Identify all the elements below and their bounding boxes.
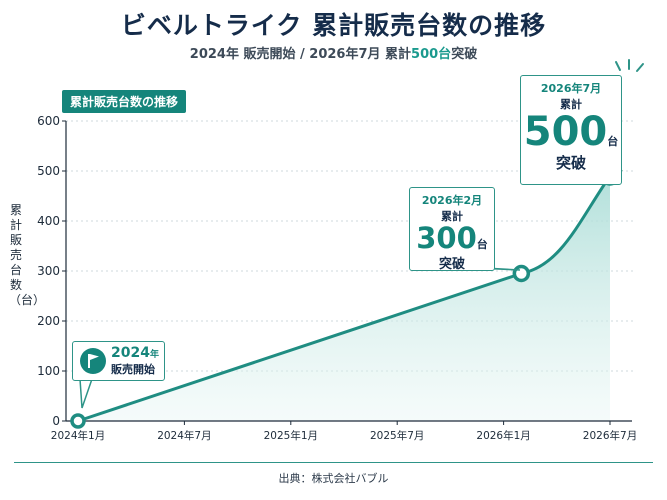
callout-mid-unit: 台	[476, 238, 488, 251]
x-tick-label: 2026年7月	[583, 429, 637, 442]
source-note: 出典：株式会社バブル	[278, 472, 389, 485]
callout-mid-label: 累計	[441, 210, 463, 223]
x-tick-label: 2025年7月	[370, 429, 424, 442]
subtitle-highlight: 500台	[411, 47, 452, 62]
callout-end-unit: 台	[607, 135, 619, 148]
callout-mid-date: 2026年2月	[421, 194, 483, 207]
callout-start-year: 2024	[111, 345, 150, 361]
callout-sales-start: 2024年 販売開始	[72, 341, 165, 381]
page-subtitle: 2024年 販売開始 / 2026年7月 累計500台突破	[0, 43, 667, 62]
y-tick-label: 0	[52, 414, 60, 428]
y-tick-label: 100	[37, 364, 60, 378]
callout-start-text: 販売開始	[111, 363, 155, 376]
y-tick-label: 400	[37, 214, 60, 228]
flag-icon	[80, 348, 106, 374]
area-fill	[78, 176, 610, 421]
y-tick-label: 500	[37, 164, 60, 178]
x-tick-label: 2026年1月	[476, 429, 530, 442]
x-tick-label: 2024年7月	[157, 429, 211, 442]
callout-mid-suffix: 突破	[438, 257, 465, 272]
callout-500-milestone: 2026年7月 累計 500台 突破	[520, 75, 622, 185]
data-point	[512, 264, 531, 283]
x-tick-label: 2025年1月	[264, 429, 318, 442]
source-divider	[14, 462, 653, 463]
y-tick-label: 600	[37, 114, 60, 128]
y-tick-label: 300	[37, 264, 60, 278]
subtitle-suffix: 突破	[451, 47, 478, 62]
callout-end-date: 2026年7月	[540, 82, 602, 95]
highlight-burst-lines	[615, 59, 644, 72]
data-point	[70, 413, 86, 429]
callout-mid-value: 300	[416, 221, 477, 255]
subtitle-prefix: 2024年 販売開始 / 2026年7月 累計	[189, 47, 412, 62]
callout-start-year-unit: 年	[149, 350, 159, 360]
callout-300-milestone: 2026年2月 累計 300台 突破	[409, 187, 495, 272]
y-tick-label: 200	[37, 314, 60, 328]
y-axis-label: 累計販売台数（台）	[9, 203, 46, 307]
callout-end-suffix: 突破	[555, 154, 586, 172]
x-tick-label: 2024年1月	[51, 429, 105, 442]
section-badge: 累計販売台数の推移	[62, 90, 187, 113]
page-title: ビベルトライク 累計販売台数の推移	[120, 11, 547, 40]
callout-pointer-start	[79, 378, 94, 409]
callout-end-label: 累計	[560, 98, 582, 111]
callout-end-value: 500	[523, 109, 608, 155]
